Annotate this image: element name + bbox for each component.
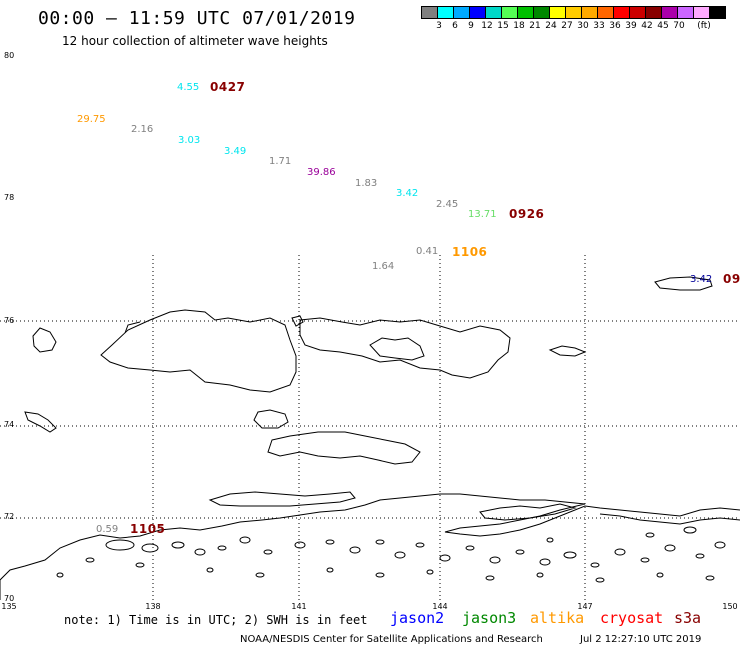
color-scale-label: 15 <box>497 21 509 31</box>
pass-time-label: 0926 <box>509 207 545 221</box>
pass-time-label: 09 <box>723 272 740 286</box>
coastline <box>0 276 740 600</box>
color-scale-label: 18 <box>513 21 525 31</box>
lon-label-147: 147 <box>577 602 593 611</box>
wave-height-value: 1.64 <box>372 261 395 272</box>
wave-height-value: 2.45 <box>436 199 459 210</box>
color-scale-swatch <box>581 6 598 19</box>
page-subtitle: 12 hour collection of altimeter wave hei… <box>62 34 328 48</box>
color-scale-swatch <box>549 6 566 19</box>
color-scale-swatch <box>709 6 726 19</box>
lat-label-74: 74 <box>4 420 15 429</box>
wave-height-value: 3.03 <box>178 135 201 146</box>
wave-height-value: 2.16 <box>131 124 154 135</box>
wave-height-value: 4.55 <box>177 82 200 93</box>
color-scale-swatch <box>485 6 502 19</box>
color-scale-swatch <box>565 6 582 19</box>
color-scale-swatch <box>453 6 470 19</box>
pass-time-label: 0427 <box>210 80 246 94</box>
color-scale-label: 27 <box>561 21 573 31</box>
lon-label-150: 150 <box>722 602 738 611</box>
color-scale-swatch <box>501 6 518 19</box>
color-scale-label: 30 <box>577 21 589 31</box>
legend-s3a: s3a <box>674 609 702 627</box>
lat-label-80: 80 <box>4 51 15 60</box>
legend-jason2: jason2 <box>390 609 445 627</box>
color-scale-swatch <box>645 6 662 19</box>
page-title: 00:00 – 11:59 UTC 07/01/2019 <box>38 8 356 29</box>
color-scale-label: 21 <box>529 21 541 31</box>
color-scale-label: 42 <box>641 21 653 31</box>
lat-label-76: 76 <box>4 316 15 325</box>
coastal-lakes <box>56 526 726 583</box>
color-scale-swatch <box>517 6 534 19</box>
legend-cryosat: cryosat <box>600 609 664 627</box>
wave-height-value: 0.41 <box>416 246 439 257</box>
wave-height-color-scale <box>421 6 726 19</box>
wave-height-value: 1.71 <box>269 156 292 167</box>
color-scale-label: 6 <box>452 21 458 31</box>
footer-credit: NOAA/NESDIS Center for Satellite Applica… <box>240 634 543 645</box>
color-scale-swatch <box>533 6 550 19</box>
color-scale-swatch <box>437 6 454 19</box>
color-scale-unit: (ft) <box>697 21 711 31</box>
legend-jason3: jason3 <box>462 609 517 627</box>
color-scale-swatch <box>629 6 646 19</box>
color-scale-swatch <box>597 6 614 19</box>
lat-label-70: 70 <box>4 594 15 603</box>
wave-height-value: 1.83 <box>355 178 378 189</box>
graticule <box>0 255 740 600</box>
wave-height-value: 3.42 <box>690 274 713 285</box>
color-scale-swatch <box>693 6 710 19</box>
color-scale-label: 45 <box>657 21 669 31</box>
lon-label-135: 135 <box>1 602 17 611</box>
pass-time-label: 1105 <box>130 522 166 536</box>
color-scale-labels: 3 6 9 12 15 18 21 24 27 30 33 36 39 42 45 70 (ft) <box>422 21 740 33</box>
color-scale-label: 36 <box>609 21 621 31</box>
color-scale-swatch <box>677 6 694 19</box>
color-scale-swatch <box>661 6 678 19</box>
lat-label-72: 72 <box>4 512 15 521</box>
lon-label-144: 144 <box>432 602 448 611</box>
wave-height-value: 3.49 <box>224 146 247 157</box>
wave-height-value: 13.71 <box>468 209 497 220</box>
lat-label-78: 78 <box>4 193 15 202</box>
footer-timestamp: Jul 2 12:27:10 UTC 2019 <box>580 634 702 645</box>
color-scale-swatch <box>613 6 630 19</box>
lon-label-138: 138 <box>145 602 161 611</box>
wave-height-value: 39.86 <box>307 167 336 178</box>
color-scale-label: 3 <box>436 21 442 31</box>
wave-height-value: 0.59 <box>96 524 119 535</box>
lon-label-141: 141 <box>291 602 307 611</box>
color-scale-label: 9 <box>468 21 474 31</box>
wave-height-value: 29.75 <box>77 114 106 125</box>
legend-altika: altika <box>530 609 585 627</box>
pass-time-label: 1106 <box>452 245 488 259</box>
color-scale-label: 12 <box>481 21 493 31</box>
color-scale-label: 24 <box>545 21 557 31</box>
units-note: note: 1) Time is in UTC; 2) SWH is in fe… <box>64 613 368 627</box>
color-scale-label: 33 <box>593 21 605 31</box>
color-scale-swatch <box>421 6 438 19</box>
color-scale-label: 39 <box>625 21 637 31</box>
color-scale-label: 70 <box>673 21 685 31</box>
wave-height-value: 3.42 <box>396 188 419 199</box>
color-scale-swatch <box>469 6 486 19</box>
